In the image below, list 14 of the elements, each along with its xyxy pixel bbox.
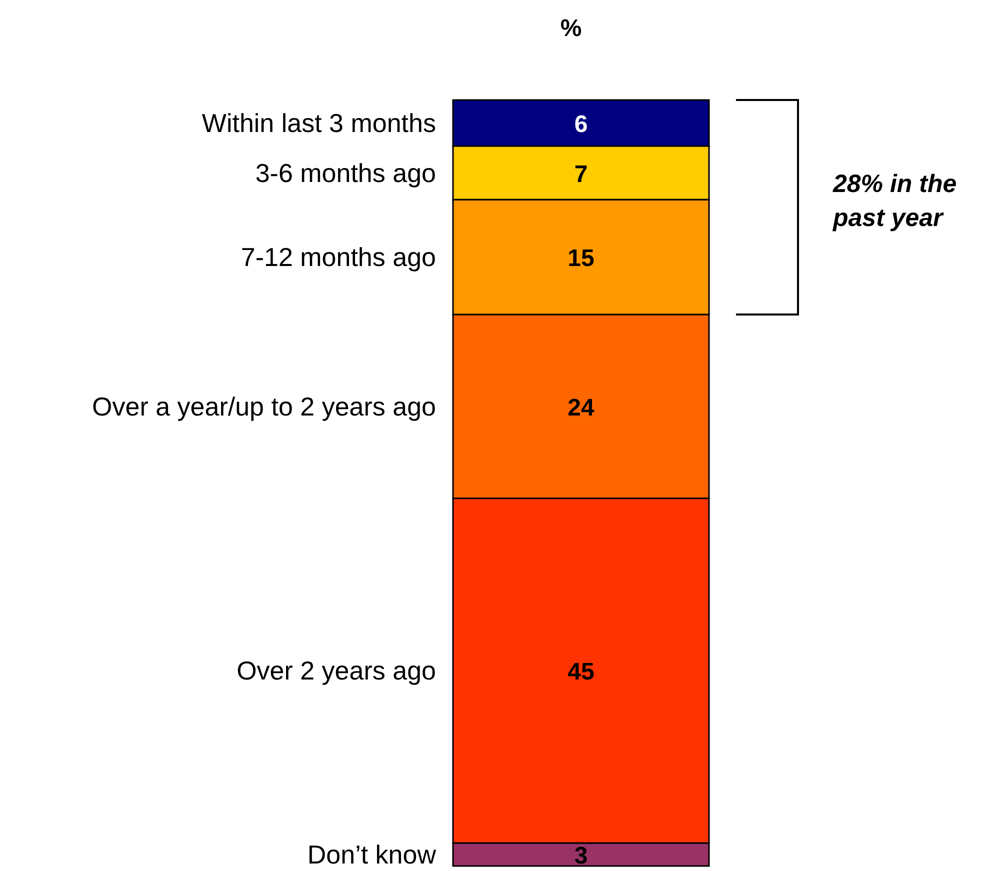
series-label: Don’t know — [307, 840, 436, 870]
series-label: Over a year/up to 2 years ago — [92, 391, 436, 422]
text: 28% in the past year — [832, 169, 958, 234]
data-label: 3 — [574, 842, 588, 870]
data-label: 7 — [574, 160, 588, 188]
data-label: 6 — [574, 110, 588, 138]
series-label: Over 2 years ago — [236, 656, 436, 686]
data-label: 45 — [568, 658, 594, 686]
data-label: 24 — [568, 394, 595, 422]
chart-title: % — [560, 15, 582, 42]
data-label: 15 — [568, 245, 594, 272]
series-label: Within last 3 months — [202, 108, 436, 138]
series-label: 7-12 months ago — [240, 242, 436, 272]
series-label: 3-6 months ago — [255, 158, 436, 188]
